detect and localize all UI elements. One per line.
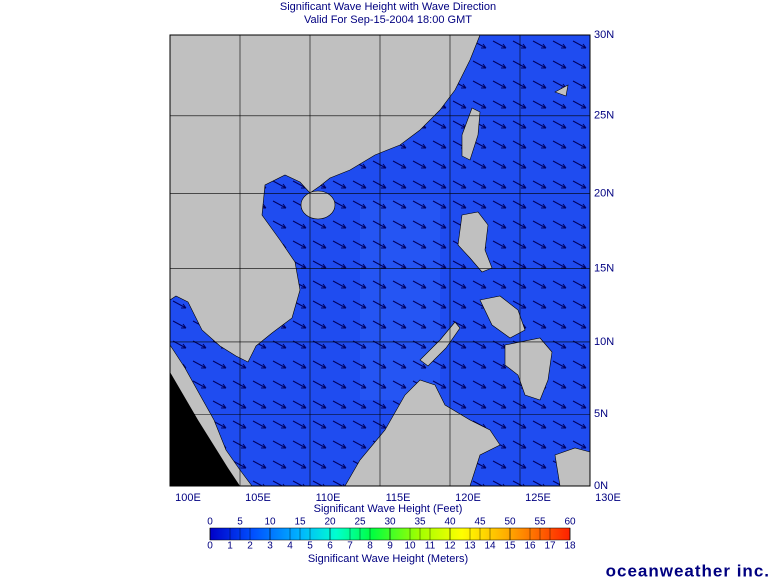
meter-tick-label: 9 bbox=[387, 541, 393, 552]
feet-tick-label: 5 bbox=[237, 517, 243, 528]
feet-label: Significant Wave Height (Feet) bbox=[314, 503, 463, 515]
lon-label: 110E bbox=[316, 492, 341, 504]
lat-label: 30N bbox=[594, 29, 614, 41]
title: Significant Wave Height with Wave Direct… bbox=[280, 1, 496, 13]
meter-tick-label: 13 bbox=[464, 541, 476, 552]
lat-label: 0N bbox=[594, 480, 608, 492]
lon-label: 125E bbox=[525, 492, 551, 504]
meter-tick-label: 8 bbox=[367, 541, 373, 552]
feet-tick-label: 0 bbox=[207, 517, 213, 528]
lat-label: 5N bbox=[594, 408, 608, 420]
lon-label: 130E bbox=[595, 492, 621, 504]
feet-tick-label: 20 bbox=[324, 517, 336, 528]
meter-tick-label: 3 bbox=[267, 541, 273, 552]
land bbox=[170, 35, 590, 486]
meter-tick-label: 11 bbox=[425, 541, 436, 552]
no-data-area bbox=[170, 372, 240, 486]
lat-label: 25N bbox=[594, 110, 614, 122]
feet-tick-label: 40 bbox=[444, 517, 456, 528]
meter-tick-label: 16 bbox=[524, 541, 536, 552]
meter-tick-label: 14 bbox=[484, 541, 496, 552]
meter-tick-label: 5 bbox=[307, 541, 313, 552]
feet-tick-label: 60 bbox=[564, 517, 576, 528]
logo: oceanweather inc. bbox=[606, 561, 770, 580]
meter-tick-label: 2 bbox=[247, 541, 253, 552]
meter-tick-label: 4 bbox=[287, 541, 293, 552]
lat-label: 20N bbox=[594, 187, 614, 199]
meter-tick-label: 15 bbox=[504, 541, 516, 552]
meter-tick-label: 12 bbox=[444, 541, 456, 552]
feet-tick-label: 30 bbox=[384, 517, 396, 528]
meter-tick-label: 0 bbox=[207, 541, 213, 552]
lat-label: 15N bbox=[594, 262, 614, 274]
meter-tick-label: 17 bbox=[544, 541, 556, 552]
lon-label: 115E bbox=[386, 492, 411, 504]
feet-tick-label: 15 bbox=[294, 517, 306, 528]
meter-tick-label: 7 bbox=[347, 541, 353, 552]
feet-tick-label: 35 bbox=[414, 517, 426, 528]
feet-tick-label: 10 bbox=[264, 517, 276, 528]
meter-tick-label: 1 bbox=[227, 541, 233, 552]
feet-tick-label: 55 bbox=[534, 517, 546, 528]
subtitle: Valid For Sep-15-2004 18:00 GMT bbox=[304, 14, 472, 26]
lon-label: 120E bbox=[455, 492, 481, 504]
lat-label: 10N bbox=[594, 336, 614, 348]
map-frame bbox=[169, 34, 591, 487]
lon-label: 105E bbox=[245, 492, 271, 504]
feet-tick-label: 25 bbox=[354, 517, 366, 528]
meter-tick-label: 10 bbox=[404, 541, 416, 552]
feet-tick-label: 50 bbox=[504, 517, 516, 528]
meters-label: Significant Wave Height (Meters) bbox=[308, 553, 468, 565]
lon-label: 100E bbox=[175, 492, 201, 504]
meter-tick-label: 6 bbox=[327, 541, 333, 552]
feet-tick-label: 45 bbox=[474, 517, 486, 528]
meter-tick-label: 18 bbox=[564, 541, 576, 552]
